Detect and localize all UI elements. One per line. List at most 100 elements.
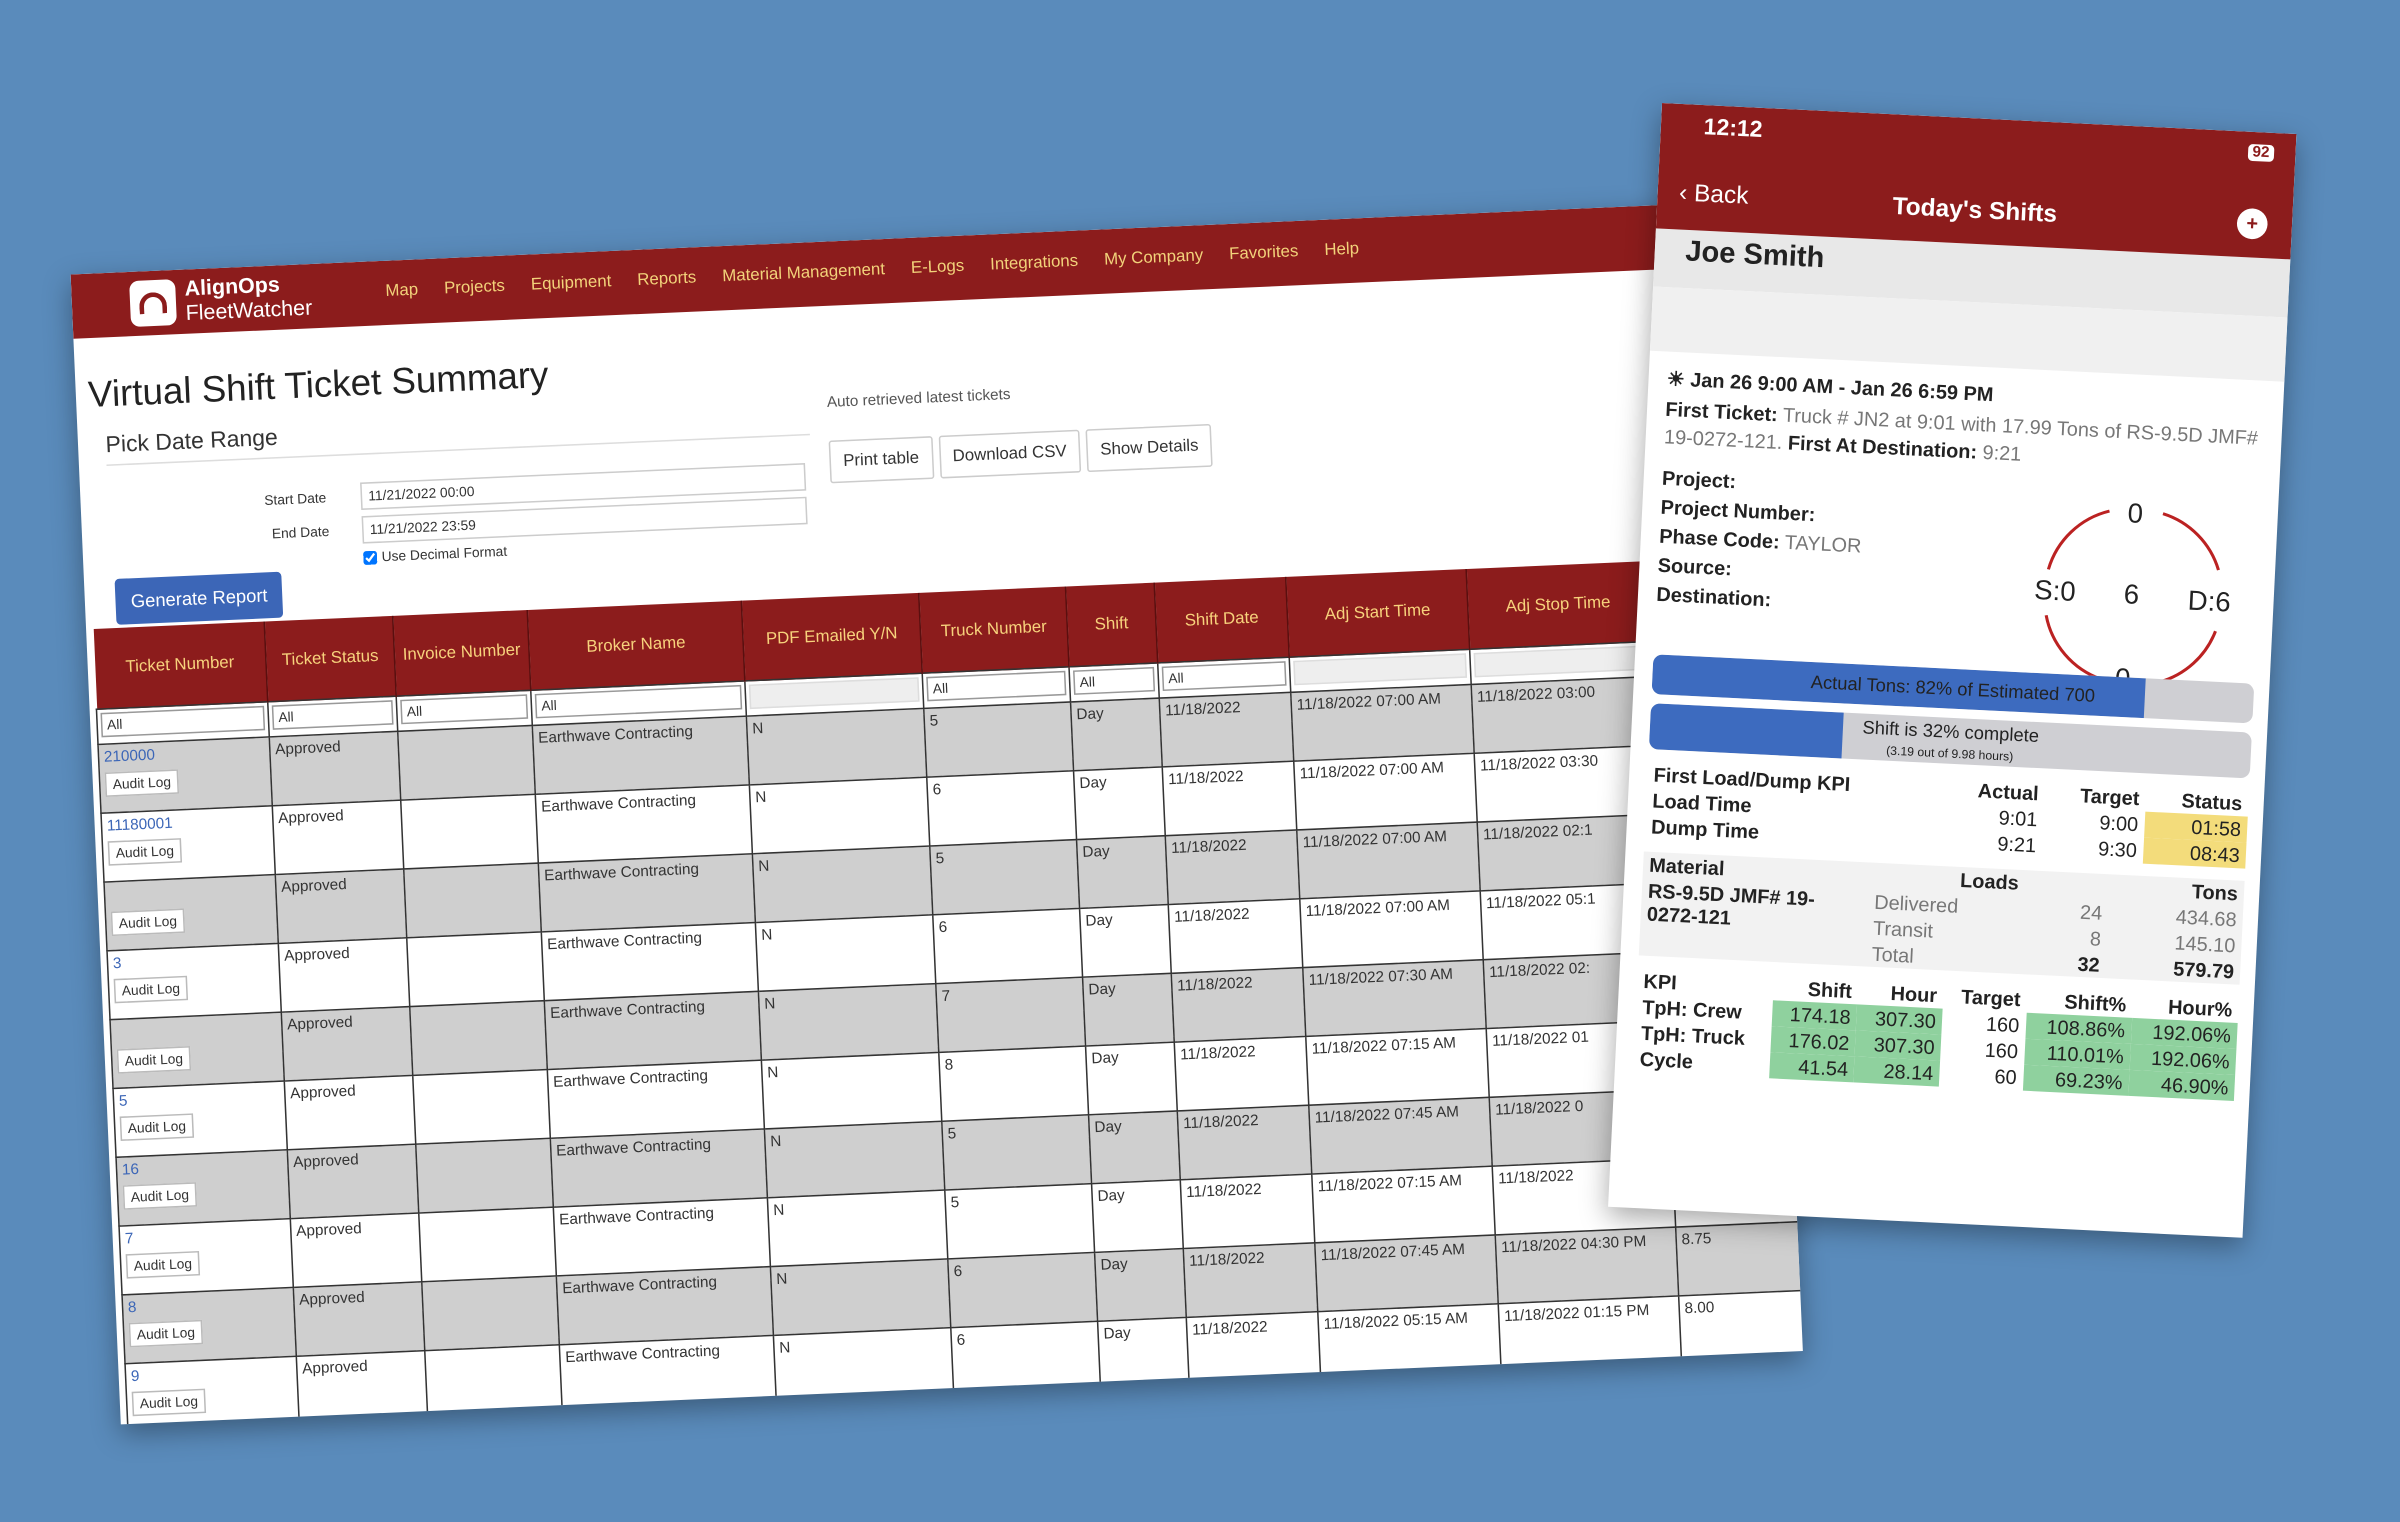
audit-log-button[interactable]: Audit Log: [125, 1250, 201, 1279]
start-text: 11/18/2022 05:15 AM: [1323, 1310, 1469, 1334]
cycle-top: 0: [2127, 497, 2144, 529]
ticket-link[interactable]: 5: [118, 1093, 128, 1111]
header-cell: Hour: [1890, 981, 1938, 1007]
nav-item[interactable]: Help: [1323, 239, 1360, 260]
cell: Day: [1070, 698, 1163, 771]
nav-item[interactable]: Projects: [443, 277, 506, 299]
start-text: 11/18/2022 07:00 AM: [1302, 828, 1448, 852]
column-header[interactable]: Broker Name: [527, 600, 745, 691]
cell: 11/18/2022 07:00 AM: [1299, 890, 1484, 968]
cell: 5: [941, 1114, 1092, 1191]
truck-text: 5: [950, 1194, 960, 1212]
toolbar-button[interactable]: Download CSV: [937, 429, 1082, 479]
ticket-link[interactable]: 11180001: [106, 815, 174, 836]
filter-select[interactable]: All: [400, 694, 529, 725]
toolbar-button[interactable]: Print table: [828, 436, 934, 484]
cell: 28.14: [1853, 1056, 1941, 1087]
audit-log-button[interactable]: Audit Log: [122, 1182, 198, 1210]
column-header[interactable]: Shift: [1065, 582, 1158, 667]
cell: 11/18/2022: [1183, 1242, 1318, 1318]
nav-item[interactable]: Equipment: [530, 272, 612, 295]
ticket-cell: Audit Log: [104, 874, 279, 951]
date-text: 11/18/2022: [1167, 768, 1244, 789]
start-text: 11/18/2022 07:15 AM: [1311, 1035, 1457, 1059]
nav-item[interactable]: Favorites: [1228, 242, 1299, 264]
column-header[interactable]: Shift Date: [1154, 576, 1290, 663]
cell: 6: [926, 770, 1077, 846]
ticket-link[interactable]: 16: [121, 1161, 140, 1180]
cell: 11/18/2022 07:45 AM: [1308, 1097, 1493, 1175]
column-header[interactable]: Invoice Number: [392, 610, 531, 697]
cell: Day: [1091, 1179, 1184, 1253]
nav-item[interactable]: E-Logs: [910, 256, 965, 278]
audit-log-button[interactable]: Audit Log: [128, 1319, 204, 1348]
audit-log-button[interactable]: Audit Log: [131, 1388, 207, 1417]
ticket-link[interactable]: 9: [130, 1368, 140, 1386]
filter-input[interactable]: [1293, 653, 1468, 686]
audit-log-button[interactable]: Audit Log: [104, 769, 180, 797]
cell: 11/18/2022: [1165, 829, 1300, 905]
shift-text: Day: [1088, 981, 1117, 1000]
cell: Day: [1082, 973, 1175, 1047]
generate-button[interactable]: Generate Report: [114, 571, 284, 625]
audit-log-button[interactable]: Audit Log: [110, 908, 186, 937]
decimal-checkbox[interactable]: [363, 550, 378, 566]
cell: 11/18/2022: [1174, 1036, 1309, 1111]
cell: Earthwave Contracting: [541, 922, 759, 1001]
filter-select[interactable]: All: [271, 700, 394, 730]
nav-item[interactable]: My Company: [1103, 246, 1204, 270]
cell: 8.00: [1678, 1290, 1803, 1365]
broker-text: Earthwave Contracting: [561, 1274, 718, 1298]
cell: [409, 1000, 548, 1076]
cell: 5: [929, 839, 1080, 915]
column-header[interactable]: Ticket Number: [92, 621, 268, 710]
audit-log-button[interactable]: Audit Log: [116, 1046, 192, 1074]
kpi-table: KPI Shift Hour Target Shift% Hour% TpH: Crew 17…: [1633, 968, 2239, 1101]
filter-select[interactable]: All: [100, 705, 266, 738]
audit-log-button[interactable]: Audit Log: [113, 975, 189, 1004]
filter-select[interactable]: All: [926, 670, 1067, 702]
nav-item[interactable]: Map: [385, 280, 419, 301]
truck-text: 6: [953, 1263, 963, 1281]
cell: 5: [944, 1183, 1095, 1259]
nav-item[interactable]: Integrations: [989, 251, 1079, 275]
field-value: TAYLOR: [1784, 530, 1862, 558]
column-header[interactable]: Ticket Status: [264, 615, 397, 702]
ticket-table: Ticket Number Ticket Status Invoice Number…: [92, 555, 1803, 1425]
filter-input[interactable]: [1473, 645, 1648, 678]
filter-input[interactable]: [748, 677, 920, 710]
column-header[interactable]: Adj Stop Time: [1466, 561, 1651, 650]
filter-select[interactable]: All: [1161, 661, 1287, 692]
stop-text: 11/18/2022 05:1: [1485, 891, 1596, 913]
page-title: Virtual Shift Ticket Summary: [87, 354, 550, 417]
column-header[interactable]: Adj Start Time: [1285, 569, 1470, 658]
cell: [424, 1344, 563, 1420]
ticket-link[interactable]: 8: [127, 1299, 137, 1317]
date-text: 11/18/2022: [1182, 1112, 1259, 1133]
date-text: 11/18/2022: [1188, 1250, 1265, 1271]
filter-select[interactable]: All: [534, 684, 743, 719]
ticket-link[interactable]: 3: [112, 955, 122, 973]
brand-product: FleetWatcher: [185, 294, 313, 325]
toolbar-button[interactable]: Show Details: [1085, 423, 1214, 473]
column-header[interactable]: PDF Emailed Y/N: [741, 592, 923, 681]
decimal-option[interactable]: Use Decimal Format: [363, 543, 507, 566]
cell: Day: [1073, 766, 1166, 840]
cell: 11/18/2022: [1171, 967, 1306, 1043]
cell: [412, 1069, 551, 1145]
column-header[interactable]: Truck Number: [918, 586, 1070, 674]
audit-log-button[interactable]: Audit Log: [119, 1113, 195, 1142]
nav-item[interactable]: Material Management: [721, 260, 886, 286]
ticket-link[interactable]: 210000: [103, 747, 156, 767]
nav-item[interactable]: Reports: [636, 268, 697, 290]
cell: N: [758, 983, 939, 1061]
filter-select[interactable]: All: [1072, 666, 1156, 695]
brand: AlignOps FleetWatcher: [184, 270, 313, 325]
cell: N: [749, 777, 930, 854]
nav: Map Projects Equipment Reports Material Mana…: [385, 240, 1359, 301]
audit-log-button[interactable]: Audit Log: [107, 838, 183, 866]
start-text: 11/18/2022 07:45 AM: [1314, 1104, 1460, 1128]
ticket-cell: 210000 Audit Log: [98, 736, 273, 814]
cell: [421, 1275, 560, 1351]
ticket-link[interactable]: 7: [124, 1230, 134, 1249]
